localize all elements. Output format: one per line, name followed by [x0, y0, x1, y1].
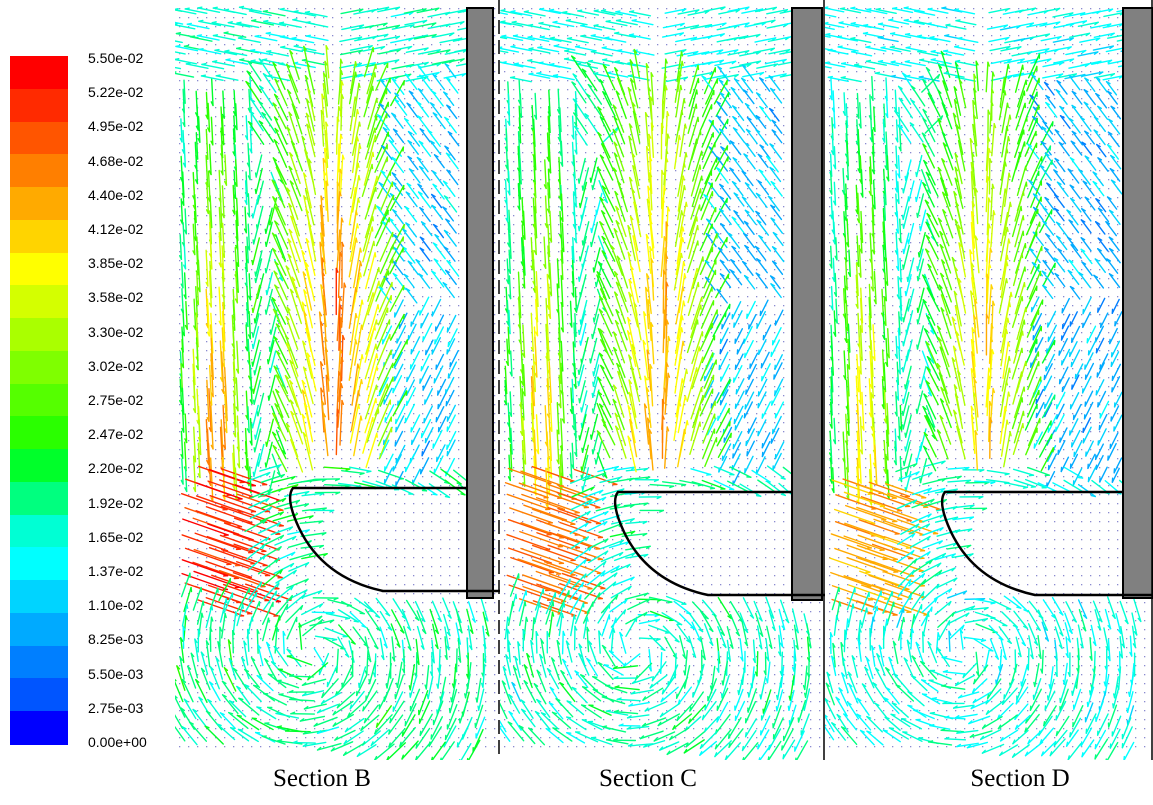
colorbar-band	[10, 612, 68, 647]
colorbar-band	[10, 711, 68, 745]
colorbar-band	[10, 645, 68, 680]
colorbar-tick-label: 2.47e-02	[88, 426, 144, 443]
vector-field-svg	[175, 0, 500, 760]
colorbar-tick-label: 8.25e-03	[88, 631, 144, 648]
hub-outline	[613, 490, 825, 597]
colorbar-band	[10, 56, 68, 90]
colorbar-tick-label: 0.00e+00	[88, 734, 147, 750]
colorbar-band	[10, 514, 68, 549]
colorbar-band	[10, 481, 68, 516]
colorbar-tick-label: 2.75e-03	[88, 699, 144, 716]
colorbar-band	[10, 580, 68, 614]
colorbar-band	[10, 252, 68, 286]
colorbar-tick-label: 3.02e-02	[88, 357, 144, 374]
colorbar-tick-label: 5.50e-03	[88, 665, 144, 682]
section-c-vector-plot	[500, 0, 825, 760]
velocity-vectors	[825, 6, 1143, 760]
section-d-label: Section D	[970, 765, 1070, 792]
colorbar-tick-label: 3.85e-02	[88, 255, 144, 272]
colorbar-band	[10, 350, 68, 385]
section-b-label: Section B	[273, 765, 371, 792]
colorbar-tick-label: 4.12e-02	[88, 221, 144, 237]
hub-outline	[288, 486, 500, 593]
colorbar-tick-label: 1.37e-02	[88, 563, 144, 579]
colorbar-tick-label: 5.50e-02	[88, 50, 144, 66]
colorbar-tick-label: 2.20e-02	[88, 460, 144, 477]
colorbar-tick-label: 4.40e-02	[88, 186, 144, 203]
hub-outline	[940, 490, 1153, 597]
colorbar-tick-label: 1.10e-02	[88, 597, 144, 614]
colorbar-band	[10, 88, 68, 123]
velocity-vectors	[175, 5, 490, 760]
vector-field-svg	[500, 0, 825, 760]
vector-field-svg	[825, 0, 1153, 760]
colorbar-tick-label: 1.65e-02	[88, 528, 144, 545]
colorbar-tick-label: 4.68e-02	[88, 152, 144, 169]
colorbar-band	[10, 187, 68, 221]
section-c-label: Section C	[599, 765, 697, 792]
colorbar-band	[10, 121, 68, 155]
colorbar-band	[10, 285, 68, 319]
colorbar-band	[10, 416, 68, 450]
velocity-vectors	[500, 6, 812, 760]
colorbar-tick-label: 5.22e-02	[88, 84, 144, 101]
section-d-vector-plot	[825, 0, 1153, 760]
shaft-wall	[466, 7, 494, 599]
colorbar-band	[10, 318, 68, 352]
velocity-colorbar	[10, 56, 68, 745]
shaft-wall	[791, 7, 823, 601]
section-b-vector-plot	[175, 0, 500, 760]
colorbar-tick-label: 2.75e-02	[88, 392, 144, 408]
colorbar-band	[10, 678, 68, 712]
colorbar-band	[10, 547, 68, 581]
colorbar-tick-label: 4.95e-02	[88, 118, 144, 135]
colorbar-band	[10, 154, 68, 188]
colorbar-tick-label: 1.92e-02	[88, 494, 144, 511]
colorbar-band	[10, 449, 68, 483]
shaft-wall	[1122, 7, 1153, 599]
colorbar-tick-label: 3.30e-02	[88, 323, 144, 340]
colorbar-band	[10, 383, 68, 417]
colorbar-tick-label: 3.58e-02	[88, 289, 144, 306]
colorbar-band	[10, 219, 68, 254]
